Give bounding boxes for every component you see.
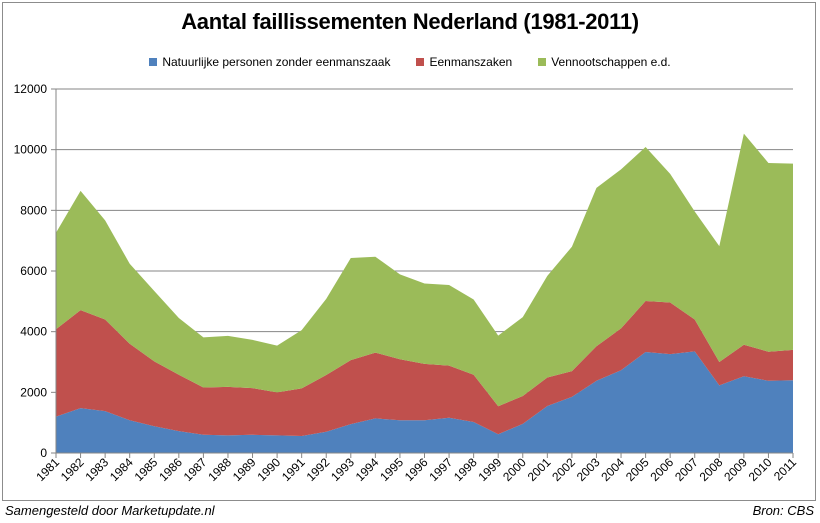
chart-legend: Natuurlijke personen zonder eenmanszaak … [0, 55, 820, 69]
x-tick-label-1987: 1987 [181, 455, 210, 484]
legend-item-eenmanszaken: Eenmanszaken [416, 55, 512, 69]
x-tick-label-1984: 1984 [107, 455, 136, 484]
x-tick-label-1989: 1989 [230, 455, 259, 484]
x-tick-label-1983: 1983 [82, 455, 111, 484]
x-tick-label-2008: 2008 [697, 455, 726, 484]
x-tick-label-1981: 1981 [33, 455, 62, 484]
legend-item-vennootschappen: Vennootschappen e.d. [538, 55, 671, 69]
y-tick-label-4000: 4000 [20, 325, 47, 339]
legend-label-vennootschappen: Vennootschappen e.d. [551, 55, 671, 69]
area-series-1 [56, 301, 793, 437]
x-tick-label-1994: 1994 [353, 455, 382, 484]
x-tick-label-2009: 2009 [721, 455, 750, 484]
x-tick-label-1997: 1997 [426, 455, 455, 484]
legend-item-natuurlijke-personen: Natuurlijke personen zonder eenmanszaak [149, 55, 390, 69]
legend-label-natuurlijke-personen: Natuurlijke personen zonder eenmanszaak [162, 55, 391, 69]
legend-swatch-red [416, 58, 425, 66]
x-tick-label-2011: 2011 [771, 455, 799, 483]
x-tick-label-1990: 1990 [254, 455, 283, 484]
y-tick-label-2000: 2000 [20, 385, 47, 399]
legend-swatch-blue [149, 58, 158, 66]
x-tick-label-1992: 1992 [304, 455, 333, 484]
x-tick-label-1993: 1993 [328, 455, 357, 484]
x-tick-label-1991: 1991 [279, 455, 308, 484]
x-tick-label-1982: 1982 [58, 455, 87, 484]
x-tick-label-1996: 1996 [402, 455, 431, 484]
chart-title: Aantal faillissementen Nederland (1981-2… [181, 9, 639, 34]
x-tick-label-2004: 2004 [598, 455, 627, 484]
x-tick-label-2006: 2006 [648, 455, 677, 484]
x-tick-label-2001: 2001 [525, 455, 554, 484]
y-tick-label-12000: 12000 [14, 82, 48, 96]
x-tick-label-1986: 1986 [156, 455, 185, 484]
x-tick-label-1995: 1995 [377, 455, 406, 484]
x-tick-label-1999: 1999 [476, 455, 505, 484]
x-tick-label-1988: 1988 [205, 455, 234, 484]
footer-credit: Samengesteld door Marketupdate.nl [5, 503, 215, 518]
x-tick-label-2003: 2003 [574, 455, 603, 484]
legend-label-eenmanszaken: Eenmanszaken [429, 55, 513, 69]
x-tick-label-2010: 2010 [746, 455, 775, 484]
y-tick-label-6000: 6000 [20, 264, 47, 278]
x-tick-label-2005: 2005 [623, 455, 652, 484]
y-tick-label-0: 0 [40, 446, 47, 460]
x-tick-label-1998: 1998 [451, 455, 480, 484]
x-tick-label-1985: 1985 [132, 455, 161, 484]
y-tick-label-10000: 10000 [14, 143, 48, 157]
area-series-2 [56, 133, 793, 407]
x-tick-label-2002: 2002 [549, 455, 578, 484]
footer-source: Bron: CBS [752, 503, 814, 518]
area-series-0 [56, 351, 793, 453]
y-tick-label-8000: 8000 [20, 203, 47, 217]
x-tick-label-2007: 2007 [672, 455, 701, 484]
x-tick-label-2000: 2000 [500, 455, 529, 484]
legend-swatch-green [538, 58, 547, 66]
